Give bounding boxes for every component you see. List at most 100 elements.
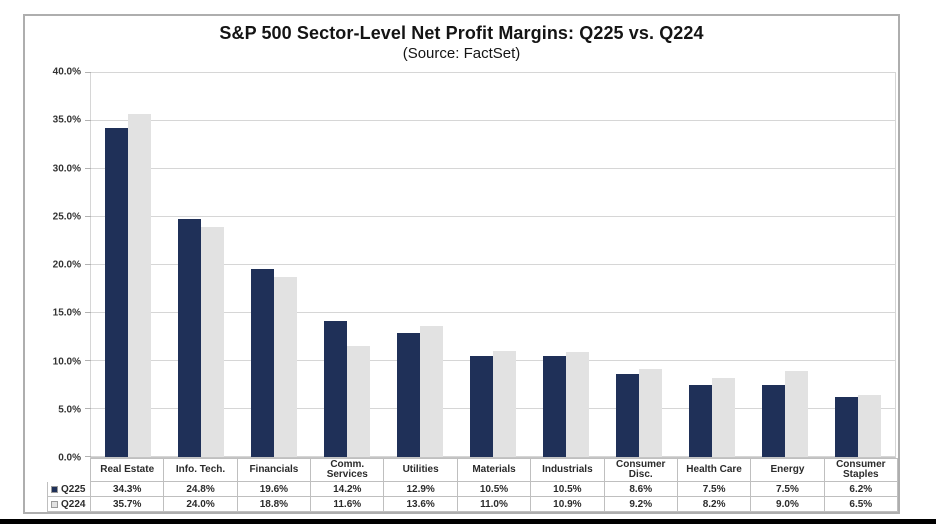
bar-q225-real-estate [104, 127, 128, 457]
table-value-q224-consumer-disc: 9.2% [604, 497, 678, 512]
legend-label-q225: Q225 [61, 483, 86, 495]
table-category-header-materials: Materials [457, 459, 532, 482]
legend-key-q224: Q224 [48, 497, 91, 512]
table-category-header-utilities: Utilities [384, 459, 458, 482]
plot-area [85, 72, 896, 458]
table-value-q224-health-care: 8.2% [677, 497, 752, 512]
table-value-q225-consumer-staples: 6.2% [824, 482, 898, 497]
y-axis-tick [85, 72, 91, 73]
y-axis-tick [85, 408, 91, 409]
table-value-q224-real-estate: 35.7% [91, 497, 165, 512]
bar-group-energy [749, 73, 822, 457]
table-value-q225-info-tech: 24.8% [164, 482, 238, 497]
gridline [91, 264, 895, 265]
bar-q224-real-estate [127, 114, 151, 457]
bar-q224-consumer-disc [639, 368, 663, 457]
data-table: Real Estate Info. Tech. Financials Comm. Se… [47, 458, 898, 512]
bar-q225-materials [470, 356, 494, 457]
bar-group-comm-services [310, 73, 383, 457]
bar-q224-health-care [712, 378, 736, 457]
table-value-q224-industrials: 10.9% [531, 497, 605, 512]
table-value-q225-industrials: 10.5% [531, 482, 605, 497]
gridline [91, 72, 895, 73]
table-category-header-comm-services: Comm. Services [311, 459, 385, 482]
legend-swatch-q225 [51, 485, 58, 493]
table-category-header-energy: Energy [751, 459, 825, 482]
table-category-header-industrials: Industrials [531, 459, 605, 482]
y-axis-label: 35.0% [52, 114, 81, 126]
bar-group-utilities [383, 73, 456, 457]
y-axis-tick [85, 264, 91, 265]
legend-key-q225: Q225 [48, 482, 91, 497]
bar-group-industrials [530, 73, 603, 457]
table-category-header-health-care: Health Care [677, 459, 752, 482]
table-category-header-info-tech: Info. Tech. [164, 459, 238, 482]
y-axis-label: 40.0% [52, 66, 81, 78]
gridline [91, 168, 895, 169]
table-value-q225-energy: 7.5% [751, 482, 825, 497]
bar-q225-health-care [689, 385, 713, 457]
bar-group-consumer-disc [603, 73, 676, 457]
bar-q225-utilities [396, 333, 420, 457]
y-axis-tick [85, 216, 91, 217]
table-rows: Q225 34.3% 24.8% 19.6% 14.2% 12.9% 10.5% 10.5% 8… [47, 482, 898, 512]
table-value-q224-consumer-staples: 6.5% [824, 497, 898, 512]
gridline [91, 120, 895, 121]
bar-group-info-tech [164, 73, 237, 457]
bar-q225-energy [762, 385, 786, 457]
table-value-q224-comm-services: 11.6% [311, 497, 385, 512]
y-axis: 0.0% 5.0% 10.0% 15.0% 20.0% 25.0% 30.0% 35.0% 40… [25, 67, 81, 464]
table-value-q225-utilities: 12.9% [384, 482, 458, 497]
y-axis-label: 0.0% [58, 452, 81, 464]
chart-frame: S&P 500 Sector-Level Net Profit Margins:… [23, 14, 900, 514]
legend-label-q224: Q224 [61, 498, 86, 510]
bar-q225-comm-services [323, 320, 347, 457]
bar-q224-utilities [419, 326, 443, 457]
table-category-header-financials: Financials [237, 459, 312, 482]
table-value-q225-comm-services: 14.2% [311, 482, 385, 497]
bar-q225-consumer-disc [616, 374, 640, 457]
bar-group-consumer-staples [822, 73, 895, 457]
y-axis-tick [85, 456, 91, 457]
table-value-q224-utilities: 13.6% [384, 497, 458, 512]
y-axis-label: 15.0% [52, 307, 81, 319]
table-value-q224-materials: 11.0% [457, 497, 532, 512]
table-header-row: Real Estate Info. Tech. Financials Comm. Se… [90, 458, 898, 482]
y-axis-tick [85, 120, 91, 121]
bar-q225-consumer-staples [835, 397, 859, 457]
bar-q224-financials [273, 276, 297, 457]
bar-group-health-care [676, 73, 749, 457]
gridline [91, 216, 895, 217]
bottom-rule [0, 519, 936, 524]
table-value-q225-materials: 10.5% [457, 482, 532, 497]
bar-q225-info-tech [177, 218, 201, 457]
y-axis-label: 20.0% [52, 259, 81, 271]
table-value-q225-consumer-disc: 8.6% [604, 482, 678, 497]
bar-q224-info-tech [200, 226, 224, 457]
table-category-header-real-estate: Real Estate [91, 459, 165, 482]
bar-group-financials [237, 73, 310, 457]
bar-q224-consumer-staples [858, 394, 882, 457]
table-value-q224-info-tech: 24.0% [164, 497, 238, 512]
table-value-q225-financials: 19.6% [237, 482, 312, 497]
table-value-q224-financials: 18.8% [237, 497, 312, 512]
y-axis-label: 30.0% [52, 163, 81, 174]
y-axis-tick [85, 168, 91, 169]
gridline [91, 312, 895, 313]
table-value-q225-health-care: 7.5% [677, 482, 752, 497]
y-axis-tick [85, 312, 91, 313]
bar-q224-industrials [566, 352, 590, 457]
bar-group-materials [456, 73, 529, 457]
bar-q224-materials [493, 351, 517, 457]
table-value-q225-real-estate: 34.3% [91, 482, 165, 497]
table-category-header-consumer-staples: Consumer Staples [824, 459, 898, 482]
bar-q224-comm-services [346, 345, 370, 457]
bar-q225-financials [250, 268, 274, 457]
chart-subtitle: (Source: FactSet) [402, 45, 521, 62]
y-axis-label: 25.0% [52, 211, 81, 223]
table-row-q225: Q225 34.3% 24.8% 19.6% 14.2% 12.9% 10.5% 10.5% 8… [47, 482, 898, 497]
bar-q224-energy [785, 370, 809, 457]
bars-layer [91, 73, 895, 457]
table-category-header-consumer-disc: Consumer Disc. [604, 459, 678, 482]
legend-swatch-q224 [51, 500, 58, 508]
